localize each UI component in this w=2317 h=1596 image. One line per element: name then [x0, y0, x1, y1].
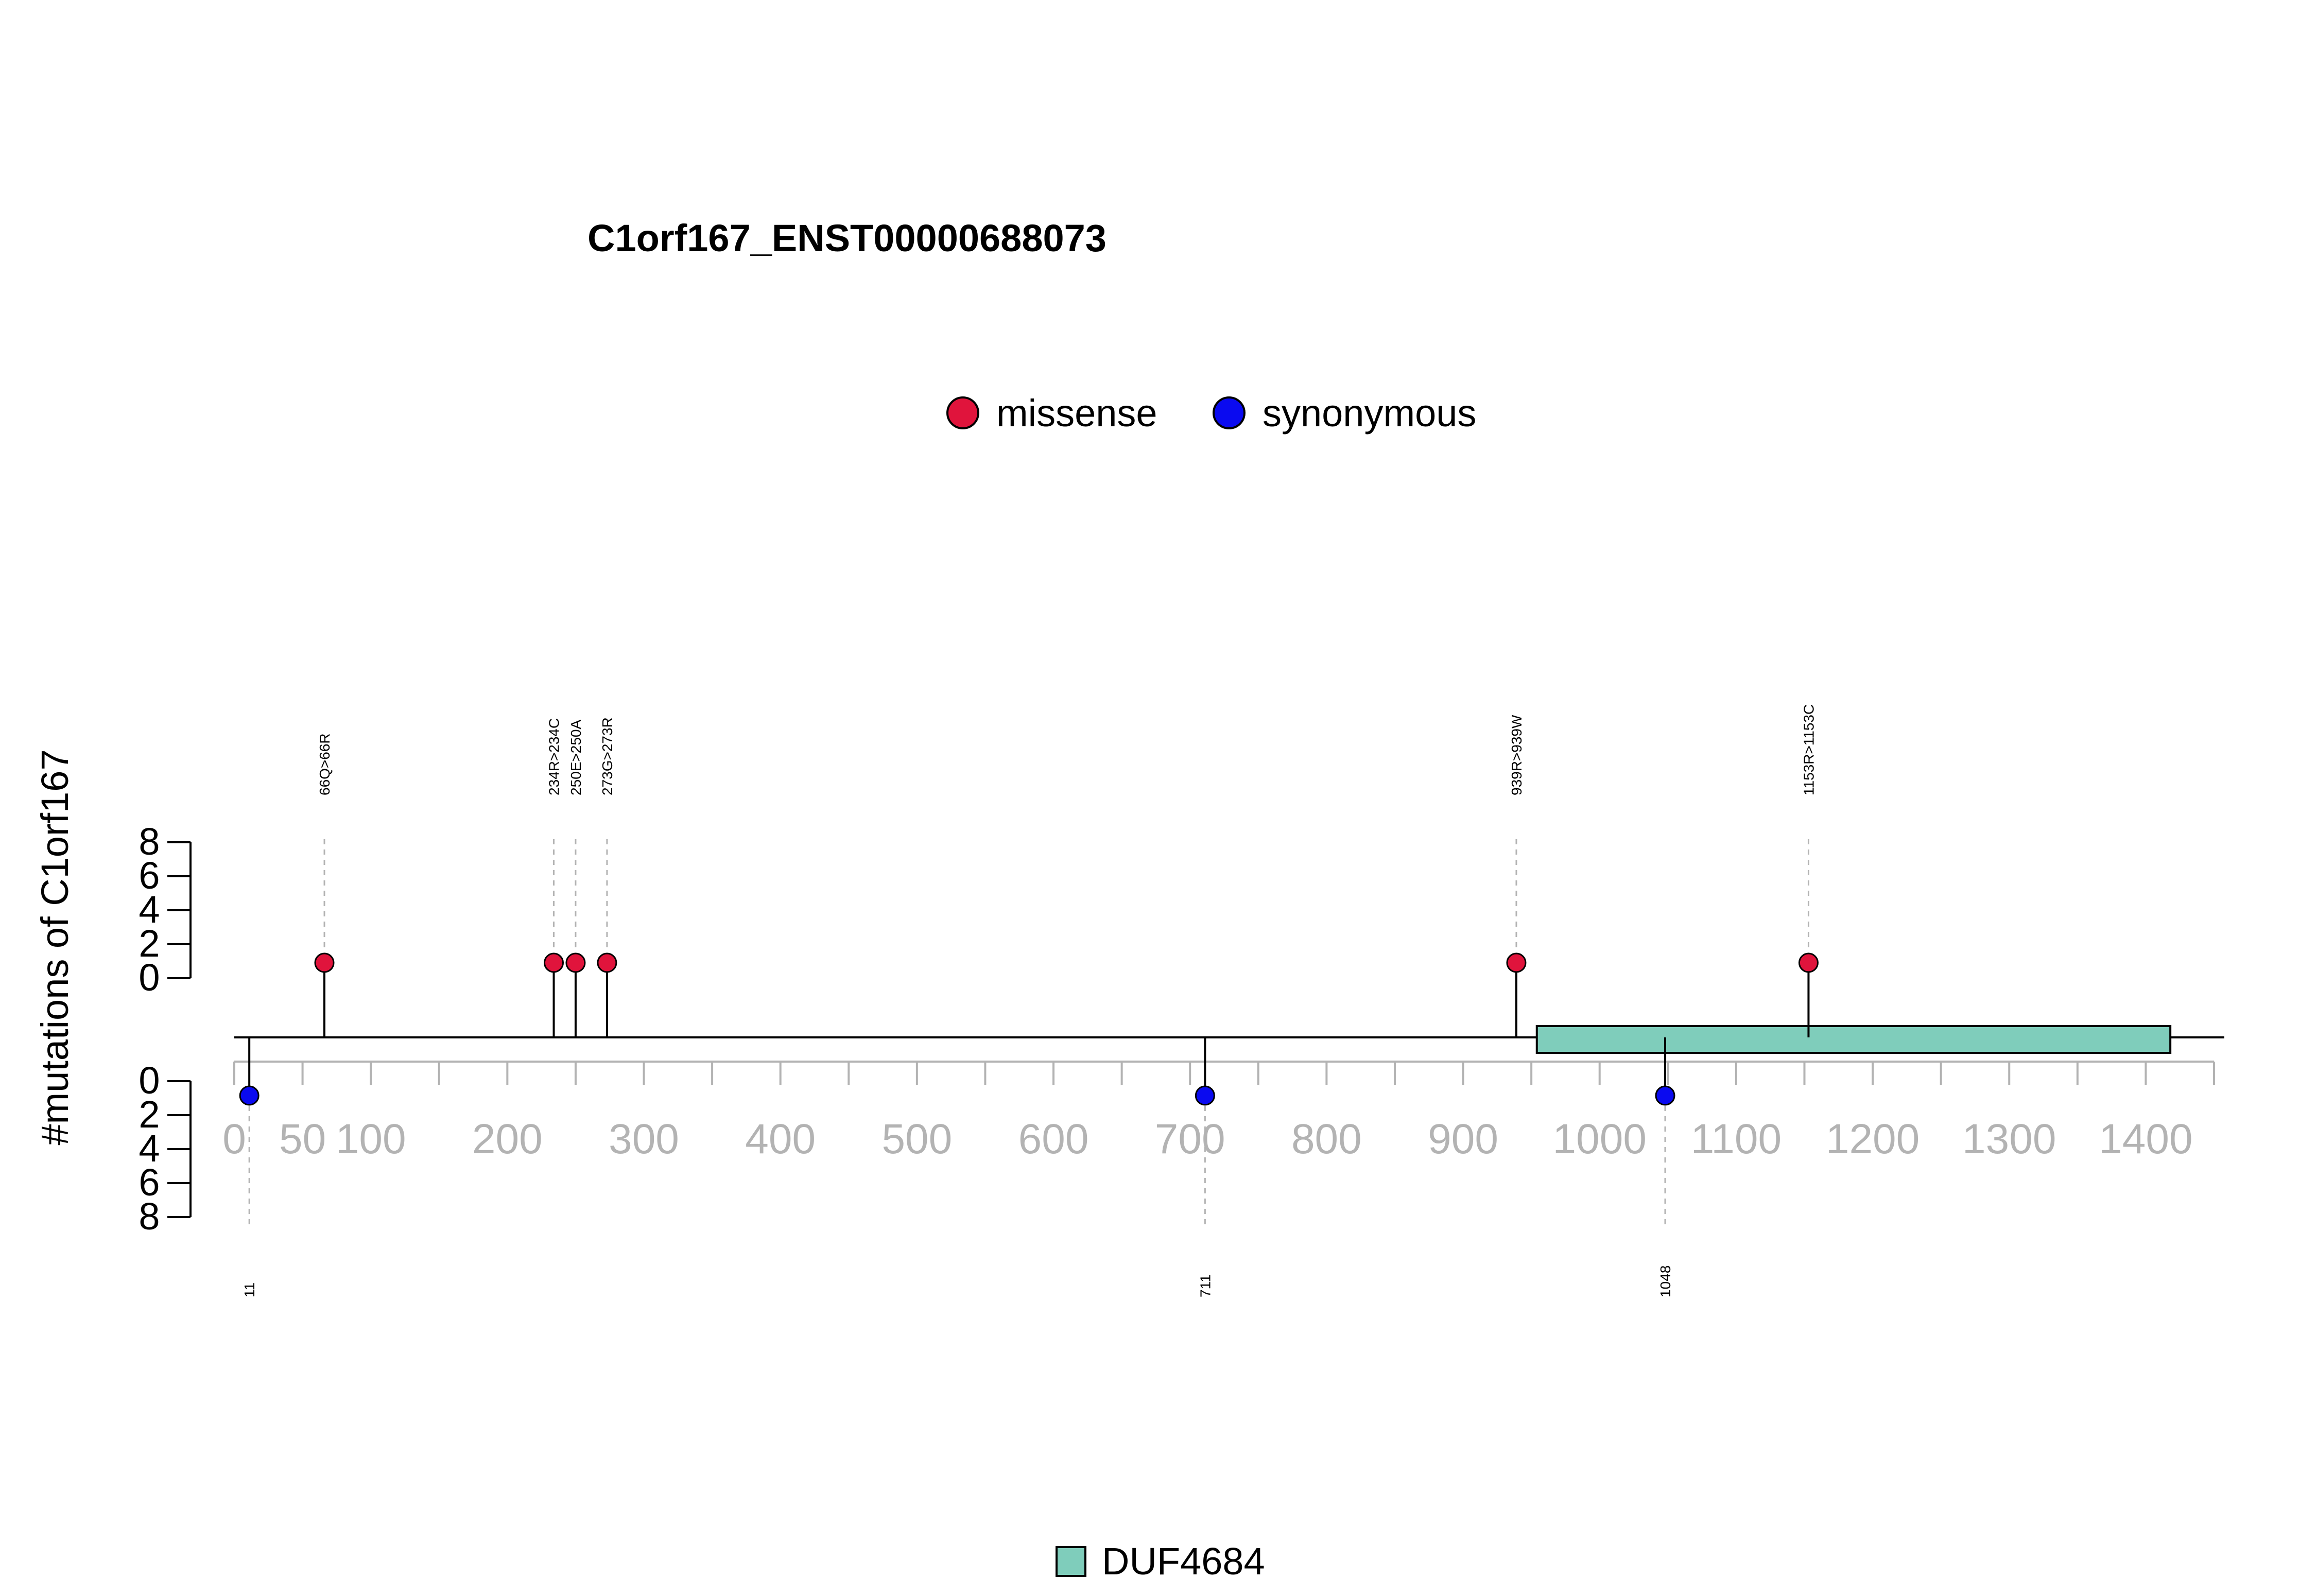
x-tick-label: 600: [1018, 1116, 1089, 1163]
x-tick-label: 1000: [1553, 1116, 1647, 1163]
x-tick-label: 700: [1155, 1116, 1225, 1163]
mutation-label: 250E>250A: [568, 720, 584, 795]
y-tick-label-top: 2: [139, 922, 160, 965]
y-tick-label-top: 8: [139, 820, 160, 863]
y-tick-label-top: 4: [139, 888, 160, 931]
mutation-label: 711: [1197, 1274, 1213, 1297]
y-tick-label-top: 0: [139, 956, 160, 999]
y-tick-label-bottom: 2: [139, 1093, 160, 1136]
legend-marker-synonymous: [1213, 396, 1246, 429]
x-tick-label: 900: [1428, 1116, 1498, 1163]
mutation-label: 1153R>1153C: [1801, 704, 1817, 795]
x-tick-label: 100: [336, 1116, 406, 1163]
lollipop-head-synonymous: [239, 1085, 260, 1106]
lollipop-head-missense: [544, 952, 564, 973]
x-tick-label: 1400: [2099, 1116, 2192, 1163]
mutation-label: 939R>939W: [1509, 715, 1525, 795]
y-tick-label-top: 6: [139, 854, 160, 897]
mutation-type-legend: missense synonymous: [946, 392, 1476, 435]
x-tick-label: 1300: [1962, 1116, 2056, 1163]
y-axis-label: #mutations of C1orf167: [33, 749, 76, 1145]
x-tick-label: 1100: [1691, 1116, 1782, 1163]
domain-legend-swatch: [1056, 1546, 1086, 1577]
x-tick-label: 500: [881, 1116, 952, 1163]
lollipop-head-missense: [314, 952, 335, 973]
missense-lollipops: 66Q>66R 234R>234C 250E>250A 273G>273R 939R>9…: [314, 704, 1819, 1037]
x-tick-label: 800: [1291, 1116, 1362, 1163]
lollipop-head-missense: [597, 952, 617, 973]
x-tick-label: 50: [279, 1116, 326, 1163]
y-tick-label-bottom: 4: [139, 1127, 160, 1170]
domain-legend-label: DUF4684: [1102, 1540, 1265, 1583]
mutation-label: 273G>273R: [599, 717, 615, 795]
legend-label-missense: missense: [996, 392, 1157, 435]
domain-legend: DUF4684: [1056, 1540, 1265, 1583]
mutation-label: 66Q>66R: [317, 733, 333, 795]
x-tick-label: 200: [472, 1116, 543, 1163]
lollipop-head-missense: [565, 952, 586, 973]
x-tick-label: 0: [222, 1116, 246, 1163]
y-tick-label-bottom: 0: [139, 1059, 160, 1102]
domain-DUF4684: [1535, 1025, 2172, 1054]
y-tick-label-bottom: 6: [139, 1161, 160, 1204]
lollipop-head-missense: [1506, 952, 1527, 973]
lollipop-head-synonymous: [1195, 1085, 1215, 1106]
mutation-label: 11: [241, 1282, 257, 1297]
legend-marker-missense: [946, 396, 979, 429]
synonymous-lollipops: 11 711 1048: [239, 1037, 1675, 1297]
y-tick-label-bottom: 8: [139, 1195, 160, 1238]
x-axis: 0 50 100 200 300 400 500 600 700 800 900 1000 1100 12…: [222, 1061, 2215, 1163]
lollipop-head-synonymous: [1655, 1085, 1675, 1106]
mutation-label: 1048: [1657, 1265, 1673, 1297]
chart-title: C1orf167_ENST00000688073: [587, 217, 1106, 259]
legend-label-synonymous: synonymous: [1263, 392, 1476, 435]
x-tick-label: 300: [609, 1116, 679, 1163]
lollipop-head-missense: [1798, 952, 1819, 973]
x-tick-label: 400: [745, 1116, 816, 1163]
mutation-label: 234R>234C: [546, 718, 562, 795]
domain-track: [1535, 1025, 2172, 1054]
x-tick-label: 1200: [1826, 1116, 1920, 1163]
